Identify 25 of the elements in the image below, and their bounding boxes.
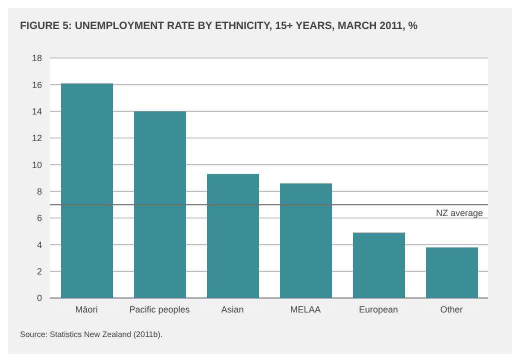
- bar: [207, 174, 259, 298]
- x-tick-label: Māori: [75, 304, 98, 314]
- x-tick-label: Asian: [221, 304, 244, 314]
- x-tick-label: Pacific peoples: [129, 304, 190, 314]
- bar: [280, 183, 332, 298]
- source-note: Source: Statistics New Zealand (2011b).: [20, 330, 163, 339]
- chart-title: FIGURE 5: UNEMPLOYMENT RATE BY ETHNICITY, 15+ YEARS, MARCH 2011, %: [20, 20, 418, 32]
- bar: [426, 247, 478, 298]
- bar: [353, 232, 405, 298]
- x-tick-label: MELAA: [290, 304, 321, 314]
- y-tick-label: 4: [36, 240, 42, 250]
- y-tick-label: 18: [32, 53, 42, 64]
- bar: [134, 111, 186, 298]
- y-tick-label: 8: [36, 186, 42, 197]
- y-tick-label: 14: [32, 106, 42, 117]
- y-tick-label: 16: [32, 80, 42, 90]
- y-tick-label: 0: [36, 293, 42, 304]
- x-tick-label: European: [358, 304, 398, 314]
- y-tick-label: 2: [36, 266, 42, 277]
- x-tick-label: Other: [440, 304, 463, 314]
- y-tick-label: 12: [32, 133, 42, 144]
- bar: [61, 83, 113, 298]
- ref-line-label: NZ average: [436, 208, 483, 218]
- y-tick-label: 10: [32, 160, 42, 170]
- y-tick-label: 6: [36, 213, 42, 224]
